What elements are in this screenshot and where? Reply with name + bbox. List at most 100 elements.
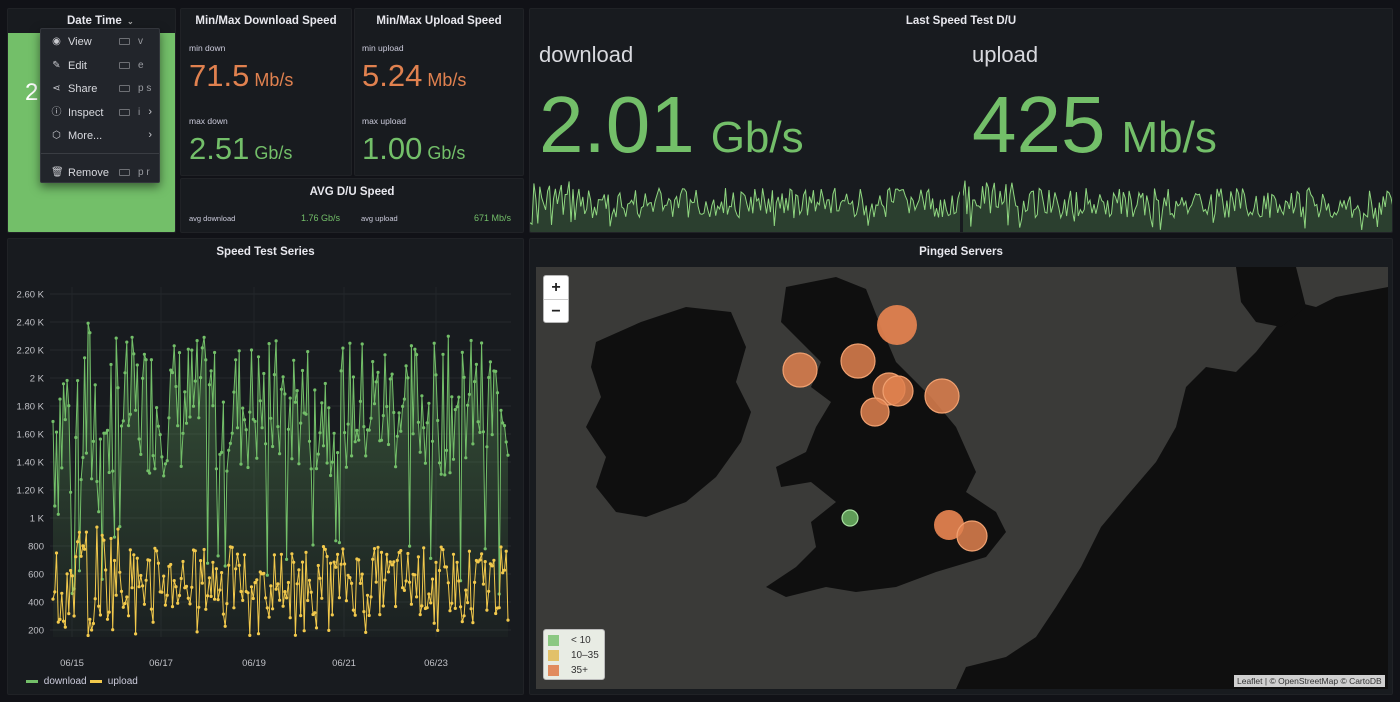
download-series-point [499,408,503,412]
upload-series-point [153,546,157,550]
cube-icon: ⬡ [52,130,61,141]
server-marker [840,343,876,379]
download-series-point [464,456,468,460]
upload-series-point [227,563,231,567]
upload-series-point [360,572,364,576]
menu-item-remove-shortcut: p r [138,167,150,178]
menu-item-share-label: Share [68,83,98,95]
upload-series-point [379,550,384,554]
download-series-point [402,397,406,401]
upload-series-point [81,544,85,548]
download-series-point [488,360,492,364]
x-tick-label: 06/23 [424,658,448,669]
download-series-point [313,388,317,392]
download-series-point [339,369,343,373]
zoom-in-button[interactable]: + [551,279,561,296]
download-series-point [397,411,401,415]
download-series-point [427,401,431,405]
zoom-out-button[interactable]: − [551,303,561,320]
download-series-point [374,380,378,384]
min-upload-unit: Mb/s [427,70,467,90]
y-tick-label: 1.40 K [17,458,45,469]
download-series-point [81,455,85,460]
speed-test-series-panel[interactable]: Speed Test Series 2.60 K 2.40 K 2.20 K 2 K 1… [7,238,524,695]
download-series-point [401,404,405,408]
pinged-servers-panel[interactable]: Pinged Servers [529,238,1393,695]
download-series-point [116,386,120,390]
download-series-point [364,454,368,458]
download-series-point [372,402,377,406]
datetime-title[interactable]: Date Time ⌄ [67,15,134,27]
download-series-point [439,472,443,476]
legend-swatch-upload [90,679,102,683]
upload-series-point [337,596,341,600]
map-canvas[interactable] [536,267,1388,689]
download-series-point [321,444,326,448]
menu-item-edit[interactable]: ✎ Edit e [41,57,159,77]
map-land-denmark [1236,267,1306,327]
upload-series-point [116,527,120,531]
download-series-point [453,408,457,412]
minmax-upload-panel[interactable]: Min/Max Upload Speed min upload 5.24 Mb/s… [354,8,524,176]
map-land-ireland [586,307,751,517]
menu-item-view[interactable]: ◉ View v [41,33,159,53]
upload-series-point [197,605,201,609]
last-speed-test-panel[interactable]: Last Speed Test D/U download 2.01 Gb/s up… [529,8,1393,233]
minmax-download-panel[interactable]: Min/Max Download Speed min down 71.5 Mb/s… [180,8,352,176]
menu-item-remove[interactable]: 🗑 Remove p r [41,164,159,184]
upload-series-point [169,562,173,567]
avg-speed-panel[interactable]: AVG D/U Speed avg download 1.76 Gb/s avg… [180,178,524,233]
download-series-point [232,390,236,394]
panel-title: Min/Max Download Speed [195,15,337,27]
legend-download[interactable]: download [26,676,87,687]
download-series-point [193,379,197,383]
upload-series-point [346,573,350,577]
upload-series-point [118,570,122,574]
menu-item-share[interactable]: ⋖ Share p s [41,80,159,100]
download-series-point [434,373,438,377]
avg-upload-value: 671 Mb/s [474,213,512,223]
upload-series-point [56,620,60,624]
upload-series-point [415,595,419,599]
server-marker [877,305,917,345]
download-series-point [409,344,413,348]
upload-series-point [502,568,507,572]
upload-series-point [434,560,438,564]
download-series-point [415,353,419,357]
upload-series-point [93,597,97,601]
legend-upload[interactable]: upload [90,676,138,687]
upload-series-point [128,548,132,552]
upload-series-point [123,601,127,606]
y-tick-label: 1 K [30,514,45,525]
upload-series-point [408,580,412,584]
download-series-point [186,347,190,351]
upload-series-point [339,562,343,566]
max-down-label: max down [189,116,228,126]
upload-series-point [274,587,278,591]
upload-series-point [193,549,197,553]
download-series-point [262,371,266,376]
menu-item-more[interactable]: ⬡ More... › [41,127,159,147]
download-series-point [265,573,269,577]
upload-series-point [265,606,269,610]
upload-series-point [341,547,345,551]
download-series-point [202,335,206,339]
zoom-divider [544,299,568,300]
upload-series-point [385,552,389,556]
download-series-point [235,426,240,430]
download-series-point [128,412,132,416]
download-series-point [163,462,167,466]
download-series-point [506,453,510,457]
download-series-point [151,454,155,458]
download-series-point [348,341,352,345]
upload-series-point [126,614,131,618]
download-series-point [304,412,308,416]
menu-item-inspect[interactable]: ⓘ Inspect i › [41,104,159,124]
menu-item-inspect-shortcut: i [138,107,141,118]
upload-series-point [487,589,491,593]
upload-series-point [420,604,424,608]
download-series-point [504,440,508,444]
upload-series-point [357,558,361,562]
download-series-point [394,465,398,469]
map-attribution[interactable]: Leaflet | © OpenStreetMap © CartoDB [1234,675,1385,687]
